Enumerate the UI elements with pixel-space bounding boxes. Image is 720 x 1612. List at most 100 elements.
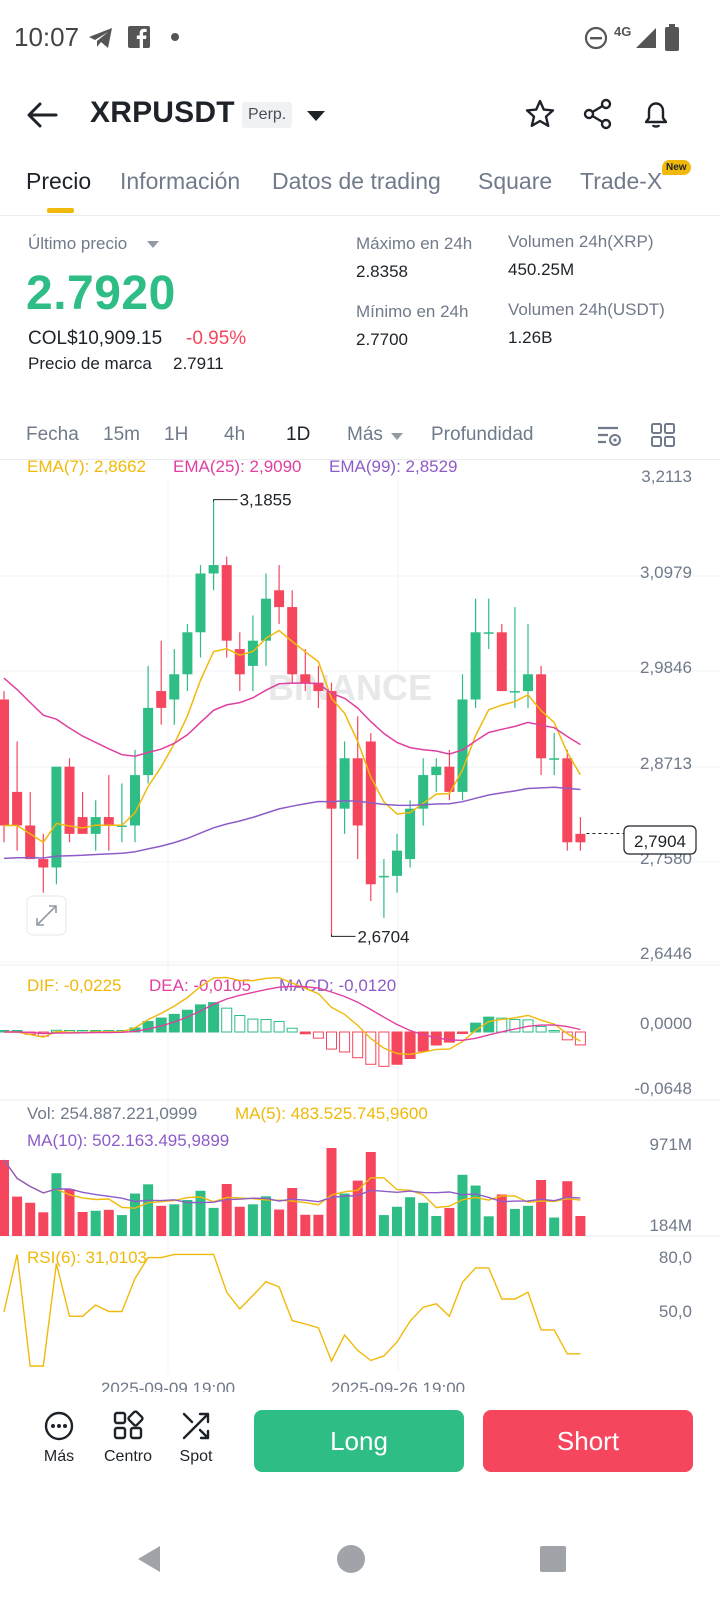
volume-xrp: 450.25M <box>508 260 575 279</box>
volume-bar <box>90 1210 101 1236</box>
indicator-settings-icon[interactable] <box>596 422 624 450</box>
nav-recents-icon[interactable] <box>538 1544 568 1574</box>
macd-histogram-bar <box>404 1031 416 1059</box>
macd-tick: 0,0000 <box>640 1014 692 1033</box>
macd-histogram-bar <box>247 1018 259 1033</box>
candle-body <box>182 632 193 675</box>
contract-type-badge: Perp. <box>242 102 293 128</box>
ticker-panel: Último precio 2.7920 COL$10,909.15 -0.95… <box>0 230 720 400</box>
expand-icon[interactable] <box>36 905 57 926</box>
nav-back-icon[interactable] <box>134 1544 164 1574</box>
macd-histogram-bar <box>326 1031 337 1050</box>
macd-histogram-bar <box>299 1031 311 1035</box>
tab-trade-x[interactable]: Trade-X <box>580 168 663 194</box>
tab-informacion[interactable]: Información <box>120 168 241 194</box>
change-percent: -0.95% <box>186 328 247 349</box>
layout-grid-icon[interactable] <box>650 422 676 448</box>
macd-histogram-bar <box>286 1027 298 1033</box>
last-price-dropdown-icon[interactable] <box>146 240 160 249</box>
timeframe-fecha[interactable]: Fecha <box>26 424 79 445</box>
volume-bar <box>444 1208 455 1236</box>
timeframe-1h[interactable]: 1H <box>164 424 189 445</box>
volume-bar <box>38 1212 49 1236</box>
timeframe-1d[interactable]: 1D <box>286 424 311 445</box>
expand-chart-button[interactable] <box>26 895 67 936</box>
volume-usdt-label: Volumen 24h(USDT) <box>508 300 665 319</box>
macd-histogram-bar <box>234 1015 246 1033</box>
volume-bar <box>51 1173 62 1236</box>
volume-tick: 971M <box>649 1135 692 1154</box>
fiat-price: COL$10,909.15 <box>28 328 163 349</box>
candle-body <box>313 682 324 692</box>
timeframe-4h[interactable]: 4h <box>224 424 246 445</box>
center-button[interactable]: Centro <box>93 1410 163 1466</box>
header: XRPUSDT Perp. <box>0 80 720 150</box>
volume-bar <box>549 1217 560 1236</box>
short-button[interactable]: Short <box>483 1410 693 1472</box>
volume-bar <box>313 1214 324 1236</box>
candle-body <box>378 875 389 878</box>
notification-dot-icon <box>171 33 179 41</box>
candle-body <box>12 791 23 826</box>
volume-bar <box>365 1152 376 1236</box>
macd-histogram-bar <box>221 1007 233 1033</box>
timeframe-more-dropdown-icon[interactable] <box>390 432 404 441</box>
bell-icon[interactable] <box>640 98 672 130</box>
candle-body <box>562 758 573 843</box>
volume-bar <box>103 1209 114 1236</box>
depth-tab[interactable]: Profundidad <box>431 424 534 445</box>
volume-bar <box>77 1212 88 1236</box>
volume-bar <box>208 1207 219 1236</box>
star-icon[interactable] <box>524 98 556 130</box>
tab-bar: Precio Información Datos de trading Squa… <box>0 160 720 216</box>
timeframe-more[interactable]: Más <box>347 424 383 445</box>
macd-histogram-bar <box>417 1031 429 1052</box>
volume-bar <box>483 1216 494 1236</box>
tab-precio[interactable]: Precio <box>26 168 92 194</box>
tab-datos-de-trading[interactable]: Datos de trading <box>272 168 441 194</box>
candle-body <box>221 565 232 641</box>
volume-tick: 184M <box>649 1216 692 1235</box>
share-icon[interactable] <box>582 98 614 130</box>
long-button[interactable]: Long <box>254 1410 464 1472</box>
nav-home-icon[interactable] <box>336 1544 366 1574</box>
bottom-action-bar: Más Centro Spot Long Short <box>0 1400 720 1500</box>
high-24h-label: Máximo en 24h <box>356 234 473 253</box>
low-price-label: 2,6704 <box>358 927 410 946</box>
volume-xrp-label: Volumen 24h(XRP) <box>508 232 654 251</box>
high-24h: 2.8358 <box>356 262 408 281</box>
center-label: Centro <box>103 1448 153 1465</box>
last-price-label[interactable]: Último precio <box>28 234 128 253</box>
volume-bar <box>457 1174 468 1236</box>
volume-bar <box>523 1205 533 1236</box>
new-badge: New <box>662 160 691 175</box>
spot-button[interactable]: Spot <box>161 1410 231 1466</box>
candle-body <box>405 808 416 860</box>
macd-histogram-bar <box>208 1002 220 1033</box>
low-marker-line <box>331 934 356 937</box>
timeframe-bar: Fecha 15m 1H 4h 1D Más Profundidad <box>0 412 720 460</box>
macd-histogram-bar <box>443 1031 455 1043</box>
tab-square[interactable]: Square <box>478 168 553 194</box>
symbol-title[interactable]: XRPUSDT <box>90 96 235 129</box>
ema7-line <box>4 629 582 844</box>
back-arrow-icon[interactable] <box>26 100 58 130</box>
signal-icon <box>636 28 656 48</box>
timeframe-15m[interactable]: 15m <box>103 424 140 445</box>
candle-body <box>575 833 586 843</box>
symbol-dropdown-icon[interactable] <box>306 110 326 122</box>
volume-bar <box>116 1215 127 1236</box>
macd-tick: -0,0648 <box>634 1079 692 1098</box>
candle-body <box>300 674 311 683</box>
candle-body <box>208 565 219 574</box>
more-button[interactable]: Más <box>24 1410 94 1466</box>
macd-histogram-bar <box>391 1031 403 1065</box>
macd-histogram-bar <box>378 1031 390 1067</box>
volume-bar <box>418 1202 429 1236</box>
volume-bar <box>274 1209 285 1236</box>
volume-bar <box>326 1148 337 1236</box>
volume-bar <box>392 1206 402 1236</box>
price-tick: 3,0979 <box>640 563 692 582</box>
battery-icon <box>665 24 679 51</box>
